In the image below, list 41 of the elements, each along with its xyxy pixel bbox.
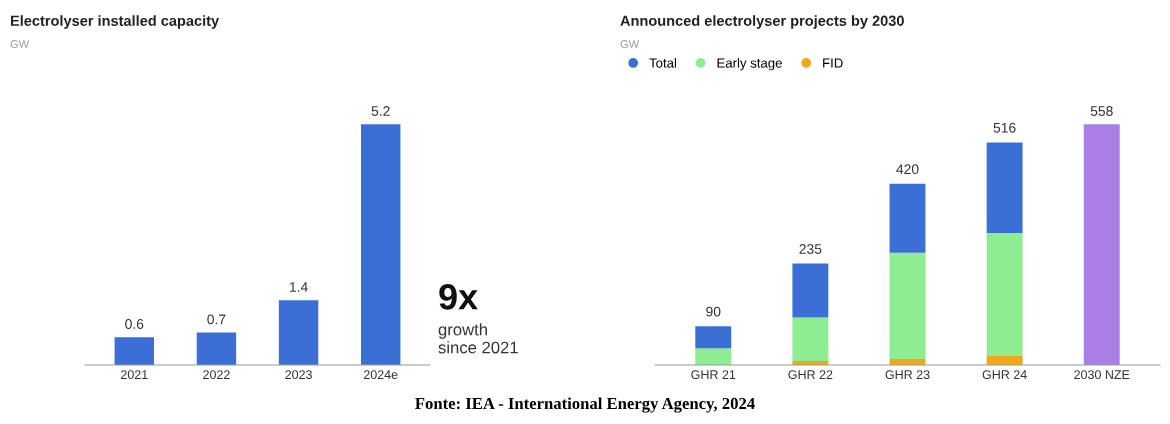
bar [278, 300, 319, 365]
bar [889, 252, 926, 359]
bar [196, 332, 237, 365]
bar [986, 142, 1023, 233]
x-tick-label: 2023 [285, 370, 312, 380]
bar [986, 232, 1023, 356]
text: growth since 2021 [438, 323, 518, 354]
data-label: 1.4 [289, 282, 308, 292]
x-tick-label: 2021 [121, 370, 148, 380]
data-label: 0.6 [125, 319, 144, 329]
legend-label: Total [649, 58, 677, 68]
total-label: 516 [993, 122, 1016, 133]
data-label: 558 [1090, 106, 1113, 116]
bar [792, 263, 829, 318]
x-tick-label: 2030 NZE [1074, 370, 1130, 380]
x-tick-label: 2024e [363, 370, 398, 380]
total-label: 420 [896, 164, 919, 175]
x-tick-label: GHR 24 [982, 370, 1027, 380]
data-label: 5.2 [371, 106, 390, 116]
total-label: 90 [706, 306, 721, 317]
bar [1083, 124, 1120, 365]
x-tick-label: GHR 22 [788, 370, 833, 380]
data-label: 0.7 [207, 314, 226, 325]
x-tick-label: 2022 [203, 370, 230, 380]
chart-subtitle: GW [620, 40, 640, 48]
total-label: 235 [799, 244, 822, 254]
bar [889, 183, 926, 253]
bar [361, 124, 401, 365]
bar [114, 337, 154, 365]
text: 9x [439, 284, 478, 310]
chart-title: Announced electrolyser projects by 2030 [620, 15, 904, 29]
bar [695, 326, 732, 349]
x-tick-label: GHR 23 [885, 370, 930, 380]
legend-label: FID [823, 58, 843, 68]
chart-subtitle: GW [10, 40, 30, 48]
bar [792, 317, 829, 362]
source-note: Fonte: IEA - International Energy Agency, 2024 [415, 397, 755, 413]
x-tick-label: GHR 21 [691, 370, 736, 380]
legend-label: Early stage [717, 58, 782, 71]
bar [695, 348, 732, 365]
chart-title: Electrolyser installed capacity [10, 15, 220, 29]
